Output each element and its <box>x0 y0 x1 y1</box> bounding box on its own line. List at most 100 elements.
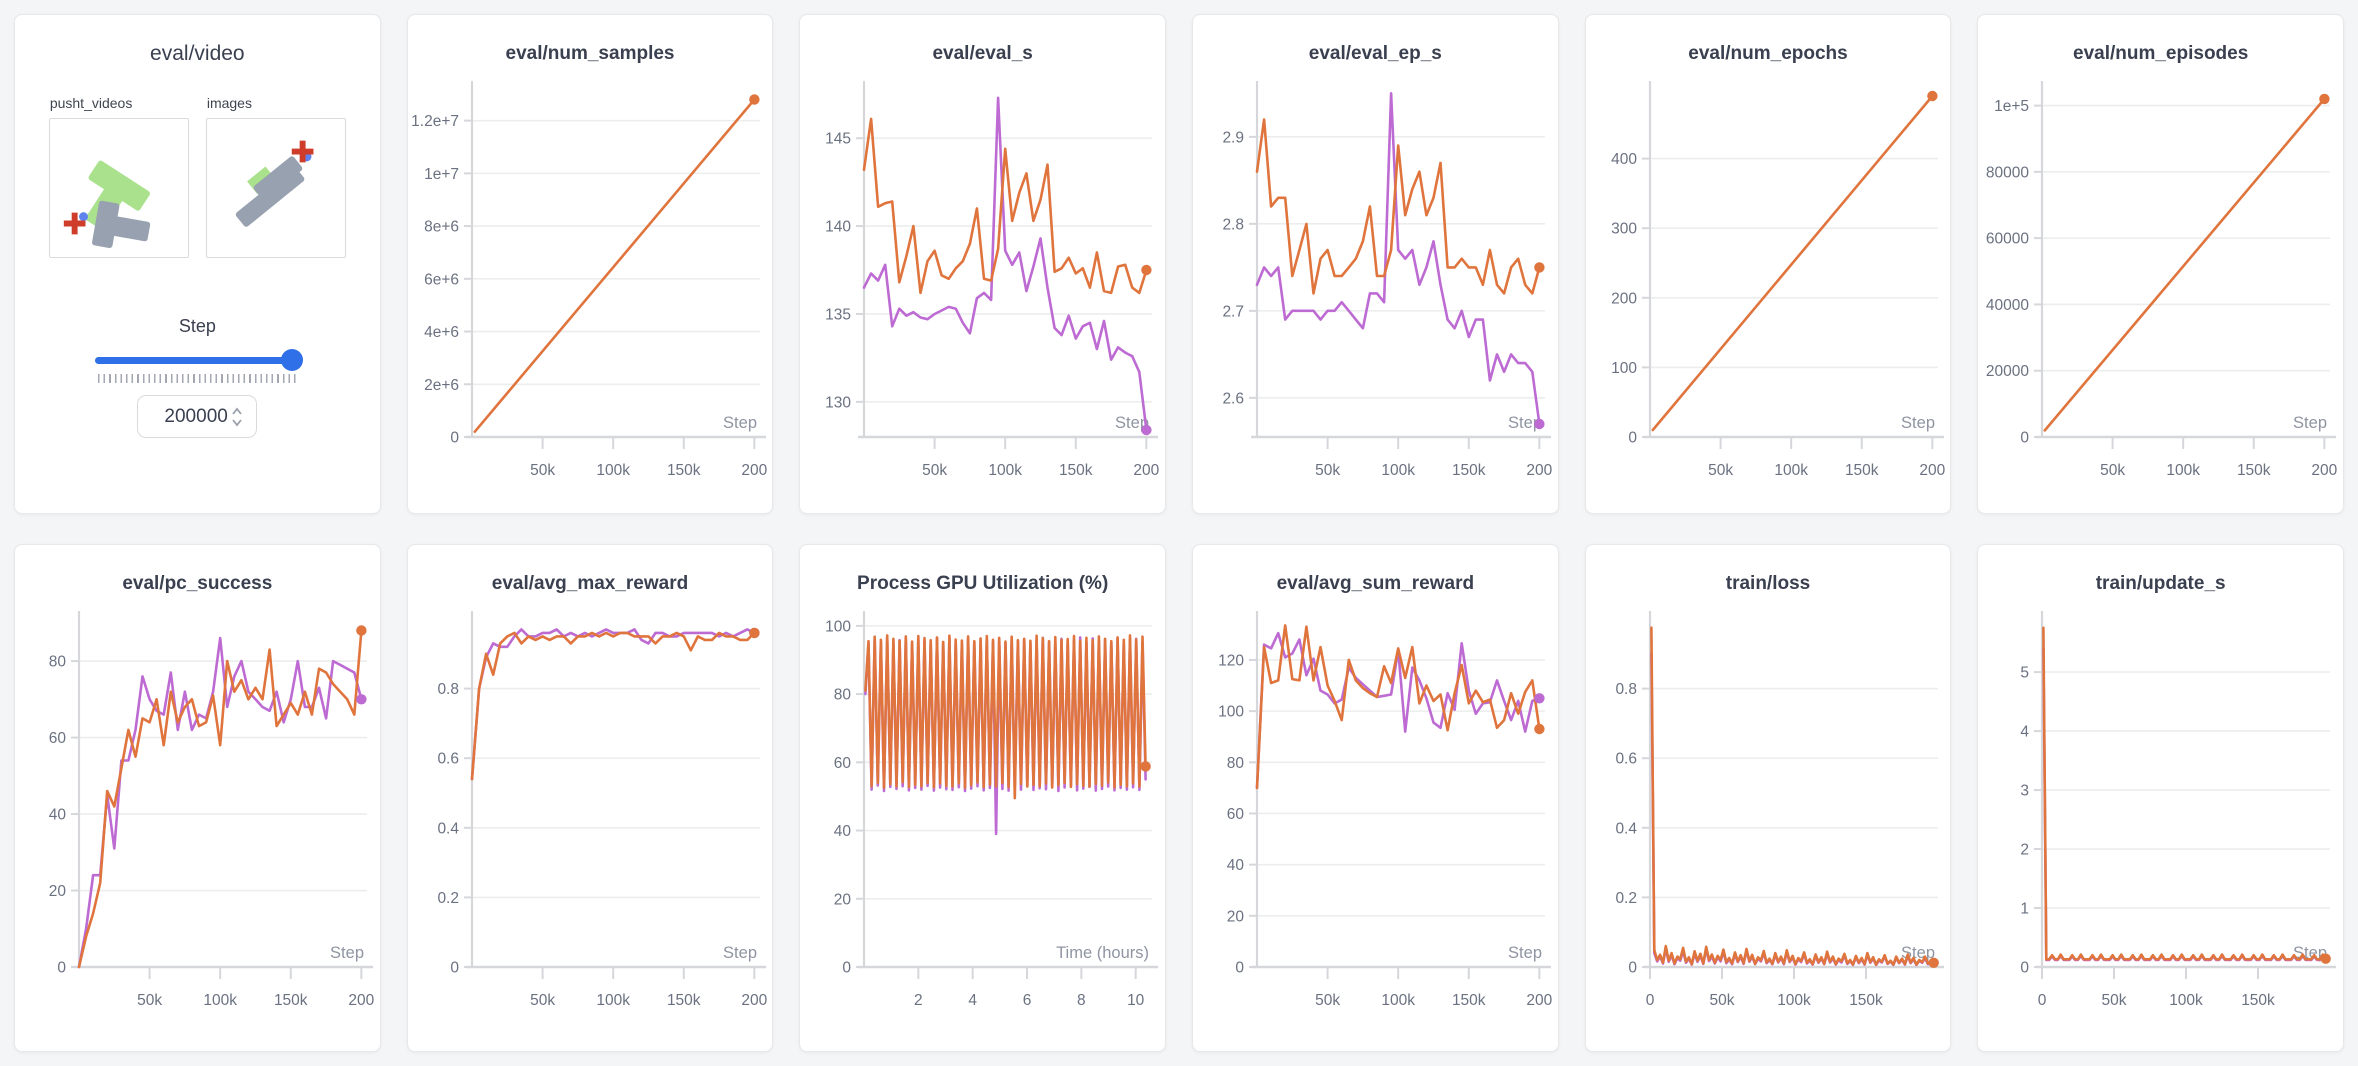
panel-eval-eval-ep-s: eval/eval_ep_s 2.6 2.7 2.8 2.9 50k 100k 150k 20… <box>1191 14 1559 514</box>
chart-plot-area[interactable]: 0 20 40 60 80 100 2 4 6 8 10 Time (hours) <box>800 605 1165 1035</box>
slider-track[interactable] <box>95 357 300 364</box>
chart-plot-area[interactable]: 0 20000 40000 60000 80000 1e+5 50k 100k 150k 200 S… <box>1978 75 2343 505</box>
svg-text:100k: 100k <box>203 992 237 1009</box>
svg-text:50k: 50k <box>2102 992 2127 1009</box>
images-thumbnail[interactable] <box>205 118 346 258</box>
svg-text:0.8: 0.8 <box>1615 681 1637 698</box>
chart-plot-area[interactable]: 0 1 2 3 4 5 0 50k 100k 150k Step <box>1978 605 2343 1035</box>
panel-train-loss: train/loss 0 0.2 0.4 0.6 0.8 0 50k 100k 150k Step <box>1584 544 1952 1052</box>
panel-eval-video: eval/video pusht_videos <box>14 14 381 514</box>
svg-text:100k: 100k <box>596 462 630 479</box>
chart-title: eval/avg_sum_reward <box>1276 573 1475 594</box>
svg-text:100k: 100k <box>1381 462 1415 479</box>
svg-text:0.2: 0.2 <box>1615 890 1637 907</box>
svg-text:100k: 100k <box>2167 462 2201 479</box>
svg-text:2.6: 2.6 <box>1222 390 1244 407</box>
svg-text:10: 10 <box>1127 992 1145 1009</box>
media-figure-images: images <box>205 95 346 258</box>
chart-plot-area[interactable]: 0 20 40 60 80 100 120 50k 100k 150k 200 Step <box>1193 605 1558 1035</box>
chart-title: eval/avg_max_reward <box>491 573 689 594</box>
media-figure-pusht-videos: pusht_videos <box>48 95 189 258</box>
panel-eval-eval-s: eval/eval_s 130 135 140 145 50k 100k 150k 200 St… <box>799 14 1166 514</box>
svg-text:2.8: 2.8 <box>1222 216 1244 233</box>
svg-text:0.6: 0.6 <box>1615 751 1637 768</box>
stepper-buttons[interactable] <box>231 406 243 428</box>
panel-eval-avg-sum-reward: eval/avg_sum_reward 0 20 40 60 80 100 120 50k 10… <box>1191 544 1559 1052</box>
svg-text:Time (hours): Time (hours) <box>1056 944 1149 962</box>
svg-text:20: 20 <box>1227 908 1245 925</box>
chart-title: eval/num_epochs <box>1688 43 1848 64</box>
svg-text:150k: 150k <box>2242 992 2276 1009</box>
chart-plot-area[interactable]: 130 135 140 145 50k 100k 150k 200 Step <box>800 75 1165 505</box>
media-label: pusht_videos <box>49 95 133 111</box>
svg-text:2e+6: 2e+6 <box>424 377 459 394</box>
svg-text:2: 2 <box>914 992 923 1009</box>
step-slider[interactable] <box>95 349 304 371</box>
svg-text:4: 4 <box>2021 724 2030 741</box>
svg-text:200: 200 <box>741 992 767 1009</box>
step-value-input[interactable] <box>151 405 228 428</box>
svg-text:Step: Step <box>1508 414 1542 432</box>
svg-text:0.8: 0.8 <box>437 681 459 698</box>
svg-text:145: 145 <box>825 131 851 148</box>
chart-title: eval/num_samples <box>505 43 675 64</box>
pusht-video-thumbnail[interactable] <box>48 118 189 258</box>
svg-text:80000: 80000 <box>1986 164 2029 181</box>
chart-plot-area[interactable]: 2.6 2.7 2.8 2.9 50k 100k 150k 200 Step <box>1193 75 1558 505</box>
svg-text:200: 200 <box>2312 462 2338 479</box>
svg-text:50k: 50k <box>530 992 555 1009</box>
step-slider-label: Step <box>178 316 216 336</box>
svg-text:100k: 100k <box>989 462 1023 479</box>
svg-text:4e+6: 4e+6 <box>424 324 459 341</box>
svg-text:150k: 150k <box>1849 992 1883 1009</box>
svg-text:5: 5 <box>2021 665 2030 682</box>
svg-text:40000: 40000 <box>1986 297 2029 314</box>
chevron-up-down-icon <box>232 407 242 426</box>
svg-text:20: 20 <box>49 883 67 900</box>
svg-text:200: 200 <box>1611 290 1637 307</box>
svg-text:150k: 150k <box>274 992 308 1009</box>
chart-title: eval/num_episodes <box>2073 43 2249 64</box>
chart-plot-area[interactable]: 0 2e+6 4e+6 6e+6 8e+6 1e+7 1.2e+7 50k 100k 150k 20… <box>408 75 773 505</box>
svg-text:0: 0 <box>57 960 66 977</box>
svg-text:400: 400 <box>1611 151 1637 168</box>
chart-title: eval/eval_ep_s <box>1308 43 1442 64</box>
svg-text:0: 0 <box>2038 992 2047 1009</box>
svg-text:0: 0 <box>450 430 459 447</box>
chart-title: train/loss <box>1725 573 1811 594</box>
svg-text:100k: 100k <box>1774 462 1808 479</box>
chart-plot-area[interactable]: 0 100 200 300 400 50k 100k 150k 200 Step <box>1586 75 1951 505</box>
svg-text:150k: 150k <box>2237 462 2271 479</box>
svg-text:80: 80 <box>834 687 852 704</box>
svg-text:1e+7: 1e+7 <box>424 166 459 183</box>
chart-plot-area[interactable]: 0 0.2 0.4 0.6 0.8 0 50k 100k 150k Step <box>1586 605 1951 1035</box>
svg-text:Step: Step <box>2293 414 2327 432</box>
svg-text:50k: 50k <box>1708 462 1733 479</box>
svg-text:1.2e+7: 1.2e+7 <box>411 113 459 130</box>
chart-plot-area[interactable]: 0 20 40 60 80 50k 100k 150k 200 Step <box>15 605 380 1035</box>
panel-eval-num-samples: eval/num_samples 0 2e+6 4e+6 6e+6 8e+6 1e+7 1.… <box>406 14 774 514</box>
panel-title: eval/video <box>150 42 245 65</box>
svg-text:0.4: 0.4 <box>437 820 459 837</box>
panel-train-update-s: train/update_s 0 1 2 3 4 5 0 50k 100k 150k Step <box>1977 544 2344 1052</box>
chart-plot-area[interactable]: 0 0.2 0.4 0.6 0.8 50k 100k 150k 200 Step <box>408 605 773 1035</box>
panel-eval-num-episodes: eval/num_episodes 0 20000 40000 60000 80000 1… <box>1977 14 2344 514</box>
svg-text:100k: 100k <box>2170 992 2204 1009</box>
svg-text:120: 120 <box>1218 652 1244 669</box>
svg-text:8: 8 <box>1077 992 1086 1009</box>
svg-text:40: 40 <box>1227 857 1245 874</box>
svg-text:20000: 20000 <box>1986 363 2029 380</box>
svg-text:50k: 50k <box>2100 462 2125 479</box>
pusht-scene-icon <box>63 160 150 249</box>
svg-text:50k: 50k <box>137 992 162 1009</box>
svg-text:50k: 50k <box>1315 462 1340 479</box>
svg-text:2.7: 2.7 <box>1222 303 1244 320</box>
slider-thumb[interactable] <box>281 349 304 371</box>
svg-text:300: 300 <box>1611 221 1637 238</box>
pusht-image-icon <box>235 140 314 227</box>
svg-text:4: 4 <box>969 992 978 1009</box>
panel-eval-avg-max-reward: eval/avg_max_reward 0 0.2 0.4 0.6 0.8 50k 100k… <box>406 544 774 1052</box>
svg-text:150k: 150k <box>667 462 701 479</box>
svg-text:0.4: 0.4 <box>1615 820 1637 837</box>
